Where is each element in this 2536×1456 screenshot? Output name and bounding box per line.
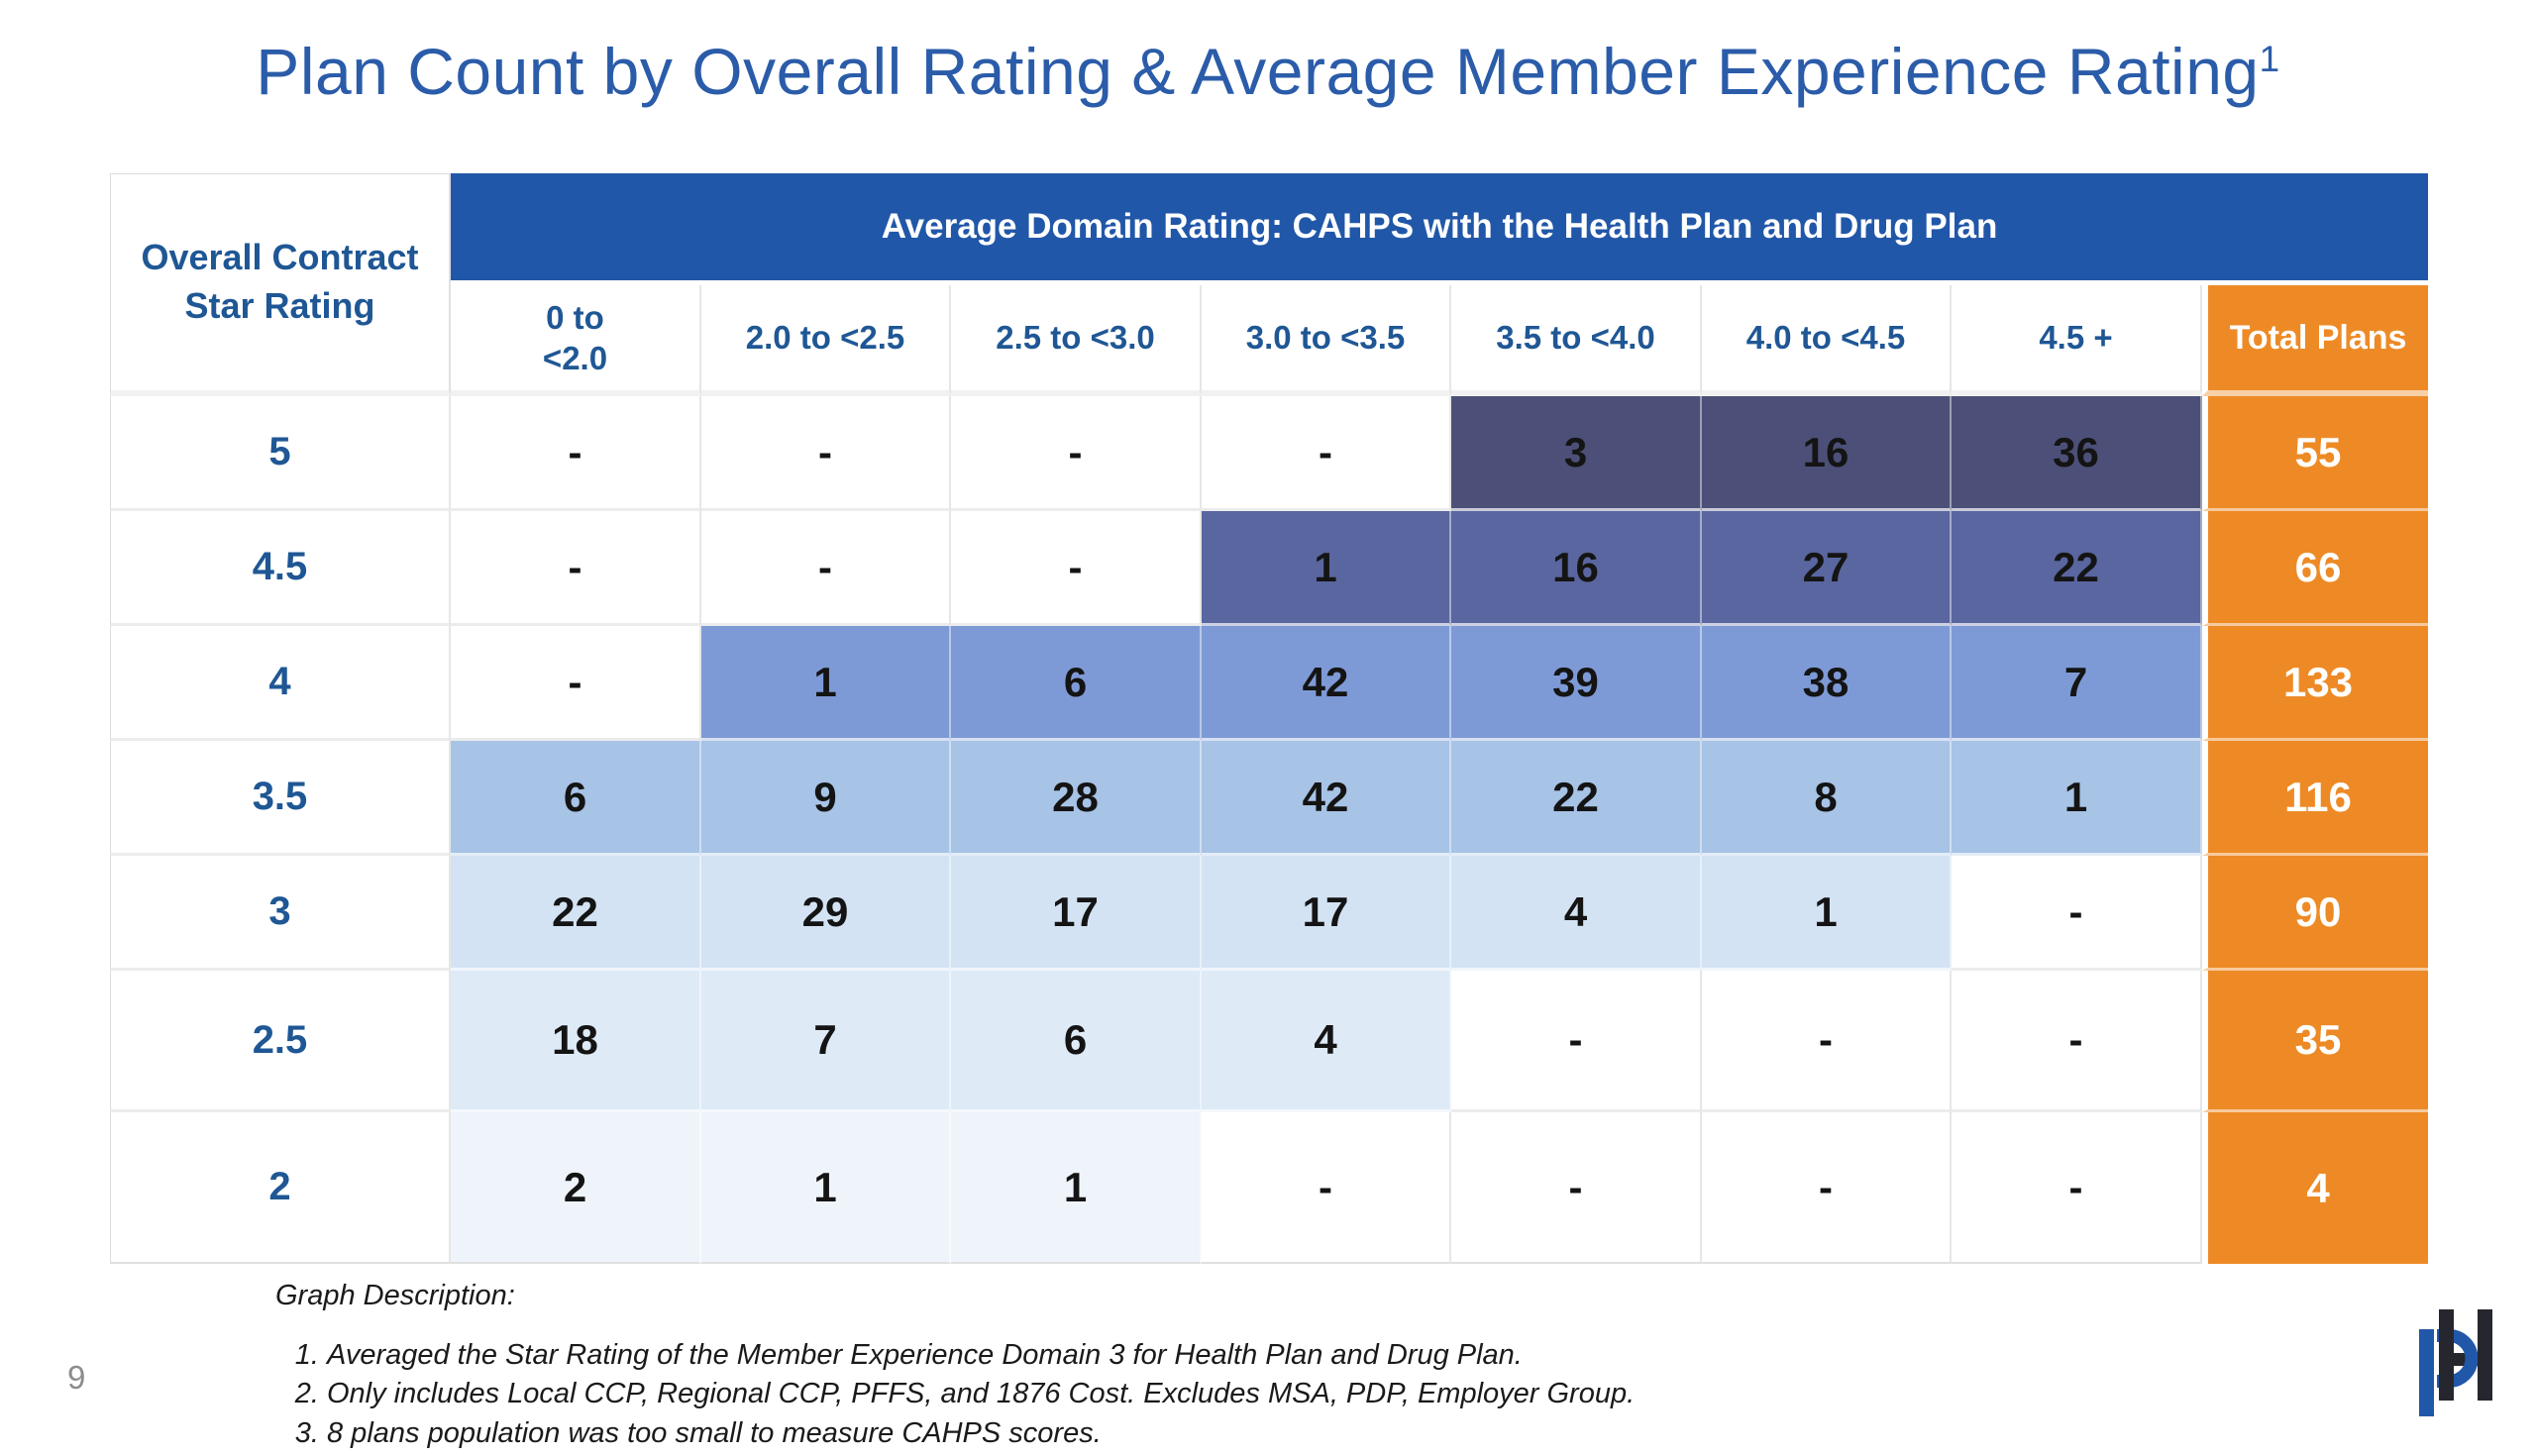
count-cell: 16 — [1451, 511, 1702, 626]
column-header: 4.5 + — [1952, 285, 2202, 396]
column-header: 0 to <2.0 — [451, 285, 701, 396]
plan-count-table: Overall Contract Star Rating Average Dom… — [110, 173, 2429, 1264]
count-cell: - — [1202, 1112, 1451, 1264]
count-cell: - — [951, 511, 1202, 626]
table-body: 5- - - -3 16 36 55 4.5- - -1 16 27 22 66 4-1 6 42 39 38 7 13… — [110, 396, 2429, 1264]
row-label: 2.5 — [110, 971, 451, 1112]
count-cell: - — [701, 396, 951, 511]
count-cell: - — [1952, 856, 2202, 971]
footnote: Averaged the Star Rating of the Member E… — [327, 1339, 1959, 1372]
count-cell: 4 — [1202, 971, 1451, 1112]
count-cell: 3 — [1451, 396, 1702, 511]
count-cell: - — [451, 396, 701, 511]
count-cell: 1 — [701, 626, 951, 741]
count-cell: - — [451, 626, 701, 741]
count-cell: 4 — [1451, 856, 1702, 971]
count-cell: 22 — [1952, 511, 2202, 626]
count-cell: 1 — [1202, 511, 1451, 626]
page-title-text: Plan Count by Overall Rating & Average M… — [256, 35, 2260, 108]
row-label: 4.5 — [110, 511, 451, 626]
count-cell: - — [1702, 1112, 1952, 1264]
row-label: 4 — [110, 626, 451, 741]
total-cell: 116 — [2202, 741, 2429, 856]
count-cell: 6 — [951, 971, 1202, 1112]
table-row: 4.5- - -1 16 27 22 66 — [110, 511, 2429, 626]
page-title-superscript: 1 — [2259, 39, 2280, 79]
count-cell: 7 — [1952, 626, 2202, 741]
count-cell: 38 — [1702, 626, 1952, 741]
count-cell: - — [1702, 971, 1952, 1112]
banner-row: Overall Contract Star Rating Average Dom… — [110, 173, 2429, 396]
count-cell: 18 — [451, 971, 701, 1112]
table-row: 3 22 29 17 17 4 1-90 — [110, 856, 2429, 971]
count-cell: 29 — [701, 856, 951, 971]
count-cell: - — [1451, 971, 1702, 1112]
count-cell: 8 — [1702, 741, 1952, 856]
column-header: 2.0 to <2.5 — [701, 285, 951, 396]
count-cell: - — [1952, 971, 2202, 1112]
total-cell: 66 — [2202, 511, 2429, 626]
total-cell: 133 — [2202, 626, 2429, 741]
row-label: 2 — [110, 1112, 451, 1264]
count-cell: - — [701, 511, 951, 626]
table-row: 3.5 6 9 28 42 22 8 1 116 — [110, 741, 2429, 856]
count-cell: 1 — [701, 1112, 951, 1264]
ph-monogram-icon — [2419, 1309, 2492, 1416]
total-cell: 35 — [2202, 971, 2429, 1112]
column-header-row: 0 to <2.0 2.0 to <2.5 2.5 to <3.0 3.0 to <3… — [110, 285, 2429, 396]
count-cell: 6 — [951, 626, 1202, 741]
total-cell: 4 — [2202, 1112, 2429, 1264]
graph-description: Graph Description: Averaged the Star Rat… — [275, 1280, 1959, 1456]
graph-description-heading: Graph Description: — [275, 1280, 515, 1311]
footnote: Only includes Local CCP, Regional CCP, P… — [327, 1378, 1959, 1410]
count-cell: - — [451, 511, 701, 626]
column-header: 3.5 to <4.0 — [1451, 285, 1702, 396]
count-cell: - — [951, 396, 1202, 511]
count-cell: 22 — [451, 856, 701, 971]
count-cell: 22 — [1451, 741, 1702, 856]
count-cell: 39 — [1451, 626, 1702, 741]
count-cell: 36 — [1952, 396, 2202, 511]
count-cell: 9 — [701, 741, 951, 856]
table-row: 2.5 18 7 6 4- - -35 — [110, 971, 2429, 1112]
count-cell: 7 — [701, 971, 951, 1112]
count-cell: 16 — [1702, 396, 1952, 511]
table-row: 4-1 6 42 39 38 7 133 — [110, 626, 2429, 741]
count-cell: 42 — [1202, 741, 1451, 856]
corner-header: Overall Contract Star Rating — [110, 173, 451, 396]
count-cell: - — [1202, 396, 1451, 511]
count-cell: 1 — [1702, 856, 1952, 971]
page-number: 9 — [67, 1359, 86, 1396]
column-header: 2.5 to <3.0 — [951, 285, 1202, 396]
count-cell: 42 — [1202, 626, 1451, 741]
count-cell: 1 — [1952, 741, 2202, 856]
table-row: 5- - - -3 16 36 55 — [110, 396, 2429, 511]
page-title: Plan Count by Overall Rating & Average M… — [0, 34, 2536, 109]
count-cell: - — [1451, 1112, 1702, 1264]
count-cell: 28 — [951, 741, 1202, 856]
count-cell: 1 — [951, 1112, 1202, 1264]
count-cell: - — [1952, 1112, 2202, 1264]
column-header: 3.0 to <3.5 — [1202, 285, 1451, 396]
count-cell: 17 — [951, 856, 1202, 971]
count-cell: 17 — [1202, 856, 1451, 971]
count-cell: 2 — [451, 1112, 701, 1264]
row-label: 3 — [110, 856, 451, 971]
count-cell: 6 — [451, 741, 701, 856]
total-cell: 90 — [2202, 856, 2429, 971]
total-cell: 55 — [2202, 396, 2429, 511]
footnote: 8 plans population was too small to meas… — [327, 1417, 1959, 1450]
notes-list: Averaged the Star Rating of the Member E… — [275, 1339, 1959, 1450]
company-logo — [2415, 1303, 2498, 1420]
total-plans-header: Total Plans — [2202, 285, 2429, 396]
column-header: 4.0 to <4.5 — [1702, 285, 1952, 396]
slide: { "title": { "text": "Plan Count by Over… — [0, 0, 2536, 1426]
row-label: 5 — [110, 396, 451, 511]
row-label: 3.5 — [110, 741, 451, 856]
count-cell: 27 — [1702, 511, 1952, 626]
banner-header: Average Domain Rating: CAHPS with the He… — [451, 173, 2429, 285]
